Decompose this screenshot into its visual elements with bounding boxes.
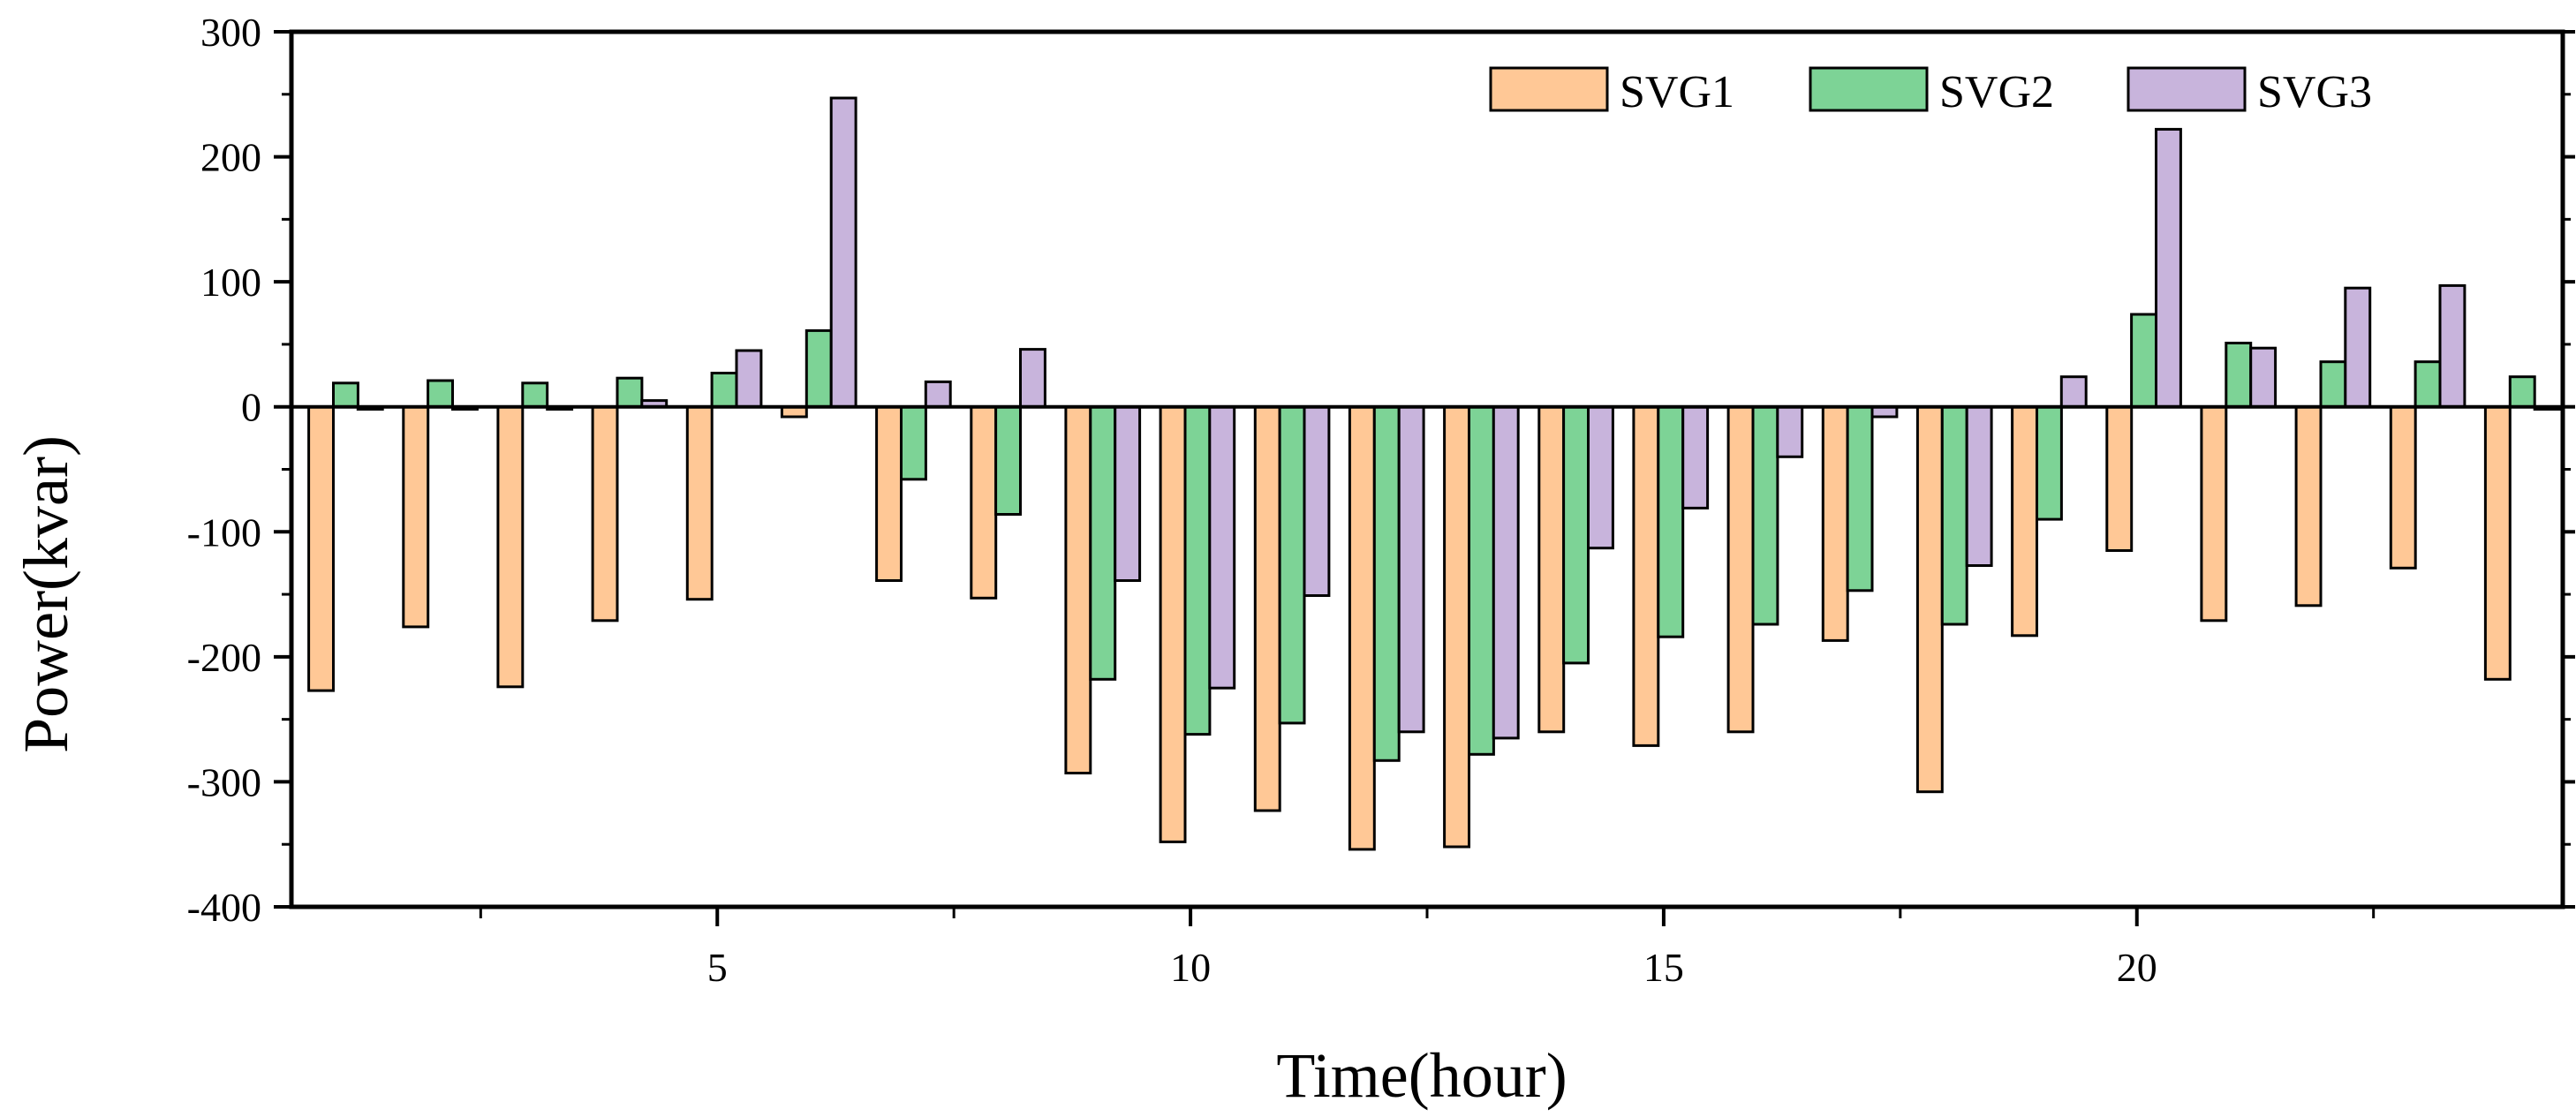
y-tick-label: 0 [241,385,261,430]
bar-svg2-hour-16 [1751,405,1779,626]
bar-svg2-hour-7 [900,405,927,481]
bar-svg1-hour-16 [1726,405,1755,734]
bar-svg3-hour-15 [1681,405,1710,509]
y-tick-label: -100 [187,509,261,555]
bar-svg3-hour-13 [1492,405,1520,740]
bars-layer [307,96,2561,851]
bar-svg2-hour-23 [2414,360,2442,409]
y-tick-label: -300 [187,759,261,804]
bar-svg2-hour-18 [1940,405,1968,626]
bar-svg1-hour-4 [591,405,619,623]
bar-svg1-hour-22 [2294,405,2323,608]
bar-svg3-hour-7 [924,380,952,409]
bar-svg3-hour-10 [1208,405,1236,690]
bar-svg2-hour-20 [2130,313,2158,409]
ticks-layer: -400 -300 -200 -100 0 100 200 300 5 10 15 20 [187,10,2575,990]
bar-svg2-hour-4 [616,376,644,409]
bar-svg2-hour-9 [1089,405,1117,681]
y-tick-label: 100 [200,260,261,305]
legend-swatch-svg2 [1809,66,1929,112]
x-axis-title: Time(hour) [1276,1040,1567,1111]
bar-svg1-hour-19 [2011,405,2039,638]
legend-swatch-svg1 [1489,66,1609,112]
bar-svg3-hour-22 [2344,286,2372,409]
bar-svg2-hour-24 [2508,375,2536,409]
bar-svg2-hour-22 [2319,360,2347,409]
bar-svg2-hour-8 [994,405,1022,517]
y-tick-label: 200 [200,135,261,180]
bar-svg2-hour-19 [2036,405,2063,521]
bar-svg3-hour-19 [2059,375,2088,409]
y-tick-label: -400 [187,885,261,930]
bar-svg3-hour-23 [2438,283,2466,409]
bar-svg2-hour-17 [1846,405,1874,592]
bar-svg3-hour-12 [1397,405,1425,734]
y-tick-label: 300 [200,10,261,55]
bar-svg1-hour-3 [496,405,525,689]
bar-svg1-hour-17 [1821,405,1849,642]
bar-svg2-hour-15 [1657,405,1685,638]
bar-svg1-hour-14 [1537,405,1566,734]
axis-titles: Time(hour) Power(kvar) [11,435,1568,1111]
bar-svg3-hour-21 [2249,346,2278,409]
bar-svg1-hour-20 [2105,405,2134,553]
bar-svg2-hour-6 [805,328,833,409]
bar-svg3-hour-11 [1303,405,1331,598]
bar-svg1-hour-10 [1159,405,1187,843]
x-tick-label: 5 [707,945,728,990]
bar-svg2-hour-5 [710,372,738,409]
bar-svg1-hour-2 [402,405,430,629]
bar-svg1-hour-1 [307,405,336,692]
bar-svg1-hour-24 [2483,405,2512,681]
bar-svg1-hour-12 [1348,405,1376,851]
bar-svg1-hour-15 [1632,405,1660,747]
bar-svg2-hour-10 [1183,405,1212,736]
bar-svg2-hour-2 [427,379,455,409]
bar-svg1-hour-13 [1443,405,1470,849]
bar-svg1-hour-11 [1253,405,1281,812]
x-tick-label: 20 [2117,945,2157,990]
bar-svg3-hour-6 [829,96,857,409]
legend-swatch-svg3 [2127,66,2247,112]
bar-svg2-hour-12 [1372,405,1401,762]
bar-svg1-hour-5 [685,405,714,601]
bar-svg3-hour-8 [1019,348,1046,409]
legend-label-svg1: SVG1 [1620,67,1734,117]
x-tick-label: 10 [1170,945,1211,990]
bar-svg2-hour-14 [1562,405,1590,665]
y-axis-title: Power(kvar) [11,435,81,753]
bar-svg1-hour-18 [1915,405,1944,794]
legend: SVG1 SVG2 SVG3 [1489,66,2372,117]
bar-svg2-hour-21 [2225,342,2253,409]
bar-svg1-hour-8 [970,405,998,600]
bar-svg2-hour-3 [521,381,549,409]
bar-svg2-hour-1 [332,381,359,409]
y-tick-label: -200 [187,635,261,680]
bar-svg3-hour-14 [1587,405,1614,550]
legend-label-svg2: SVG2 [1939,67,2054,117]
x-tick-label: 15 [1643,945,1684,990]
bar-svg3-hour-16 [1776,405,1804,458]
bar-svg1-hour-7 [875,405,903,583]
bar-svg2-hour-13 [1468,405,1495,756]
legend-label-svg3: SVG3 [2257,67,2372,117]
bar-svg2-hour-11 [1278,405,1306,725]
bar-svg1-hour-9 [1064,405,1092,774]
bar-svg3-hour-9 [1114,405,1142,583]
bar-svg1-hour-21 [2200,405,2228,623]
bar-svg1-hour-23 [2389,405,2417,570]
bar-svg3-hour-5 [735,349,763,409]
bar-svg3-hour-20 [2155,127,2182,409]
bar-svg3-hour-18 [1965,405,1993,568]
